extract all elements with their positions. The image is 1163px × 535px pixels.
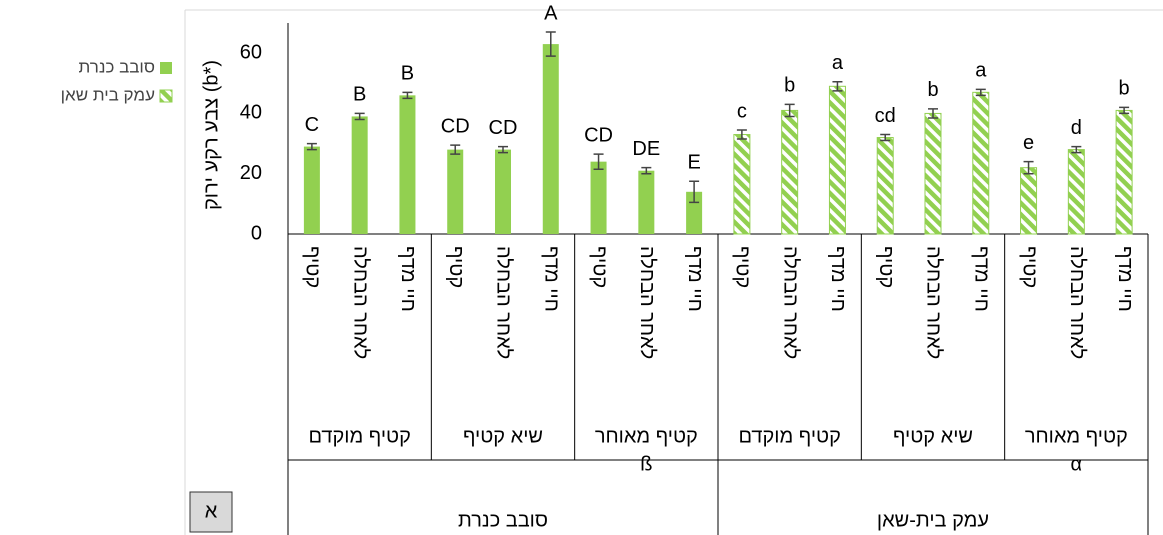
x-tick-label: חיי מדף xyxy=(827,246,849,312)
group-label: קטיף מוקדם xyxy=(738,425,840,447)
x-tick-label: לאחר הבחלה xyxy=(923,246,945,359)
error-bar xyxy=(641,166,652,175)
error-bar xyxy=(832,81,843,92)
x-tick-label: לאחר הבחלה xyxy=(349,246,371,359)
x-tick-label: לאחר הבחלה xyxy=(636,246,658,359)
error-bar xyxy=(880,133,891,142)
value-label: C xyxy=(305,114,319,136)
error-bar xyxy=(593,153,604,170)
value-label: DE xyxy=(632,138,660,160)
y-axis-label: צבע רקע ירוק (b*) xyxy=(200,60,222,210)
bar xyxy=(638,170,655,234)
x-tick-label: חיי מדף xyxy=(970,246,992,312)
bar xyxy=(972,91,990,235)
x-tick-label: קטיף xyxy=(588,246,610,288)
error-bar xyxy=(1023,160,1034,175)
value-label: b xyxy=(1119,78,1130,100)
bar xyxy=(399,95,416,234)
legend-label: סובב כנרת xyxy=(79,57,155,76)
error-bar xyxy=(975,88,986,97)
bar xyxy=(781,109,799,235)
value-label: B xyxy=(353,84,366,106)
group-label: קטיף מאוחר xyxy=(595,425,698,447)
value-label: E xyxy=(687,152,700,174)
error-bar xyxy=(402,91,413,100)
bar xyxy=(733,134,751,235)
legend-swatch xyxy=(160,62,172,74)
x-tick-label: חיי מדף xyxy=(1114,246,1136,312)
x-tick-label: חיי מדף xyxy=(397,246,419,312)
value-label: a xyxy=(975,60,987,82)
x-tick-label: חיי מדף xyxy=(540,246,562,312)
x-tick-label: לאחר הבחלה xyxy=(493,246,515,359)
value-label: e xyxy=(1023,132,1034,154)
error-bar xyxy=(736,129,747,140)
error-bar xyxy=(545,31,556,57)
x-tick-label: קטיף xyxy=(445,246,467,288)
value-label: b xyxy=(784,75,795,97)
value-label: cd xyxy=(875,105,896,127)
bar xyxy=(590,161,607,234)
y-tick-label: 40 xyxy=(240,102,262,124)
group-label: קטיף מוקדם xyxy=(308,425,410,447)
error-bar xyxy=(1071,145,1082,154)
legend-label: עמק בית שאן xyxy=(61,85,155,104)
value-label: b xyxy=(927,79,938,101)
bar xyxy=(876,137,894,235)
error-bar xyxy=(450,144,461,155)
value-label: c xyxy=(737,100,747,122)
x-tick-label: לאחר הבחלה xyxy=(1066,246,1088,359)
panel-box xyxy=(189,491,233,533)
error-bar xyxy=(928,108,938,119)
supergroup-label: עמק בית-שאן xyxy=(877,509,989,531)
x-tick-label: קטיף xyxy=(1018,246,1040,288)
x-tick-label: קטיף xyxy=(875,246,897,288)
value-label: CD xyxy=(489,117,518,139)
value-label: d xyxy=(1071,117,1082,139)
x-tick-label: חיי מדף xyxy=(684,246,706,312)
x-tick-label: קטיף xyxy=(302,246,324,288)
legend-swatch xyxy=(159,89,173,103)
y-tick-label: 0 xyxy=(251,222,262,244)
group-label: קטיף מאוחר xyxy=(1025,425,1128,447)
bar xyxy=(542,44,559,234)
x-tick-label: לאחר הבחלה xyxy=(779,246,801,359)
error-bar xyxy=(1119,106,1130,115)
bar xyxy=(351,116,368,234)
bar xyxy=(303,146,320,234)
group-label: שיא קטיף xyxy=(463,425,543,447)
bar xyxy=(447,149,464,234)
group-label: שיא קטיף xyxy=(893,425,973,447)
bar xyxy=(495,149,511,234)
error-bar xyxy=(354,112,365,121)
bar xyxy=(924,112,942,235)
panel-label: א xyxy=(205,500,218,522)
supergroup-label: סובב כנרת xyxy=(458,509,548,531)
value-label: a xyxy=(832,52,844,74)
value-label: CD xyxy=(441,115,470,137)
error-bar xyxy=(498,145,508,154)
value-label: B xyxy=(401,63,414,85)
error-bar xyxy=(689,180,700,204)
error-bar xyxy=(306,142,317,151)
value-label: CD xyxy=(584,124,613,146)
value-label: A xyxy=(544,2,558,24)
bar xyxy=(1020,167,1038,235)
bar xyxy=(1115,109,1133,235)
group-label: ß xyxy=(640,453,652,475)
group-label: α xyxy=(1071,453,1083,475)
bar xyxy=(828,85,846,235)
x-tick-label: קטיף xyxy=(732,246,754,288)
y-tick-label: 60 xyxy=(240,41,262,63)
y-tick-label: 20 xyxy=(240,162,262,184)
bar xyxy=(1067,149,1085,235)
error-bar xyxy=(784,103,795,118)
